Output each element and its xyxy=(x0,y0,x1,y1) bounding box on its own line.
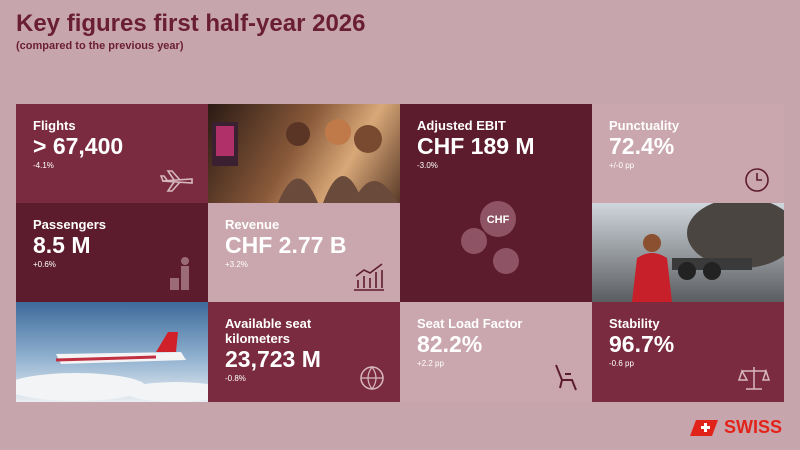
tile-punctuality: Punctuality 72.4% +/-0 pp xyxy=(592,104,784,203)
tile-passengers: Passengers 8.5 M +0.6% xyxy=(16,203,208,302)
tile-label: Flights xyxy=(33,118,76,133)
tile-label: Passengers xyxy=(33,217,106,232)
subtitle: (compared to the previous year) xyxy=(16,40,184,52)
tile-slf: Seat Load Factor 82.2% +2.2 pp xyxy=(400,302,592,402)
tile-label: Punctuality xyxy=(609,118,680,133)
chf-text: CHF xyxy=(487,214,510,226)
tile-label: Stability xyxy=(609,316,660,331)
plane-icon xyxy=(160,170,193,192)
globe-icon xyxy=(360,366,384,390)
tile-change: -3.0% xyxy=(417,161,438,170)
scale-icon xyxy=(738,367,770,390)
tile-ask: Available seat kilometers 23,723 M -0.8% xyxy=(208,302,400,402)
tile-flights: Flights > 67,400 -4.1% xyxy=(16,104,208,203)
seat-icon xyxy=(555,364,577,391)
photo-aircraft xyxy=(16,302,208,402)
passenger-icon xyxy=(170,257,189,290)
tile-change: -4.1% xyxy=(33,161,54,170)
tile-stability: Stability 96.7% -0.6 pp xyxy=(592,302,784,402)
tile-value: CHF 2.77 B xyxy=(225,232,347,258)
tile-change: -0.6 pp xyxy=(609,359,634,368)
tile-change: +2.2 pp xyxy=(417,359,444,368)
tile-value: 23,723 M xyxy=(225,346,321,372)
chf-icon: CHF xyxy=(461,201,519,274)
photo-illustration xyxy=(16,332,208,402)
tile-value: 82.2% xyxy=(417,331,483,357)
tile-ebit: Adjusted EBIT CHF 189 M -3.0% CHF xyxy=(400,104,592,302)
chart-icon xyxy=(354,263,384,291)
clock-icon xyxy=(745,168,769,192)
photo-cabin xyxy=(208,104,400,203)
photo-illustration xyxy=(632,203,784,302)
tile-label: Seat Load Factor xyxy=(417,316,523,331)
tile-value: 8.5 M xyxy=(33,232,91,258)
tile-value: CHF 189 M xyxy=(417,133,535,159)
photo-illustration xyxy=(212,119,398,203)
tile-change: +3.2% xyxy=(225,260,248,269)
tile-revenue: Revenue CHF 2.77 B +3.2% xyxy=(208,203,400,302)
tile-value: > 67,400 xyxy=(33,133,124,159)
tile-change: -0.8% xyxy=(225,374,246,383)
tile-change: +0.6% xyxy=(33,260,56,269)
tile-label: Revenue xyxy=(225,217,280,232)
title: Key figures first half-year 2026 xyxy=(16,10,366,37)
tile-label: Available seat kilometers xyxy=(225,316,312,346)
tile-value: 72.4% xyxy=(609,133,675,159)
tile-value: 96.7% xyxy=(609,331,675,357)
tile-change: +/-0 pp xyxy=(609,161,635,170)
logo: SWISS xyxy=(689,417,782,438)
logo-mark xyxy=(689,419,718,436)
logo-text: SWISS xyxy=(723,417,782,437)
tile-label: Adjusted EBIT xyxy=(417,118,506,133)
photo-engine xyxy=(592,203,784,302)
